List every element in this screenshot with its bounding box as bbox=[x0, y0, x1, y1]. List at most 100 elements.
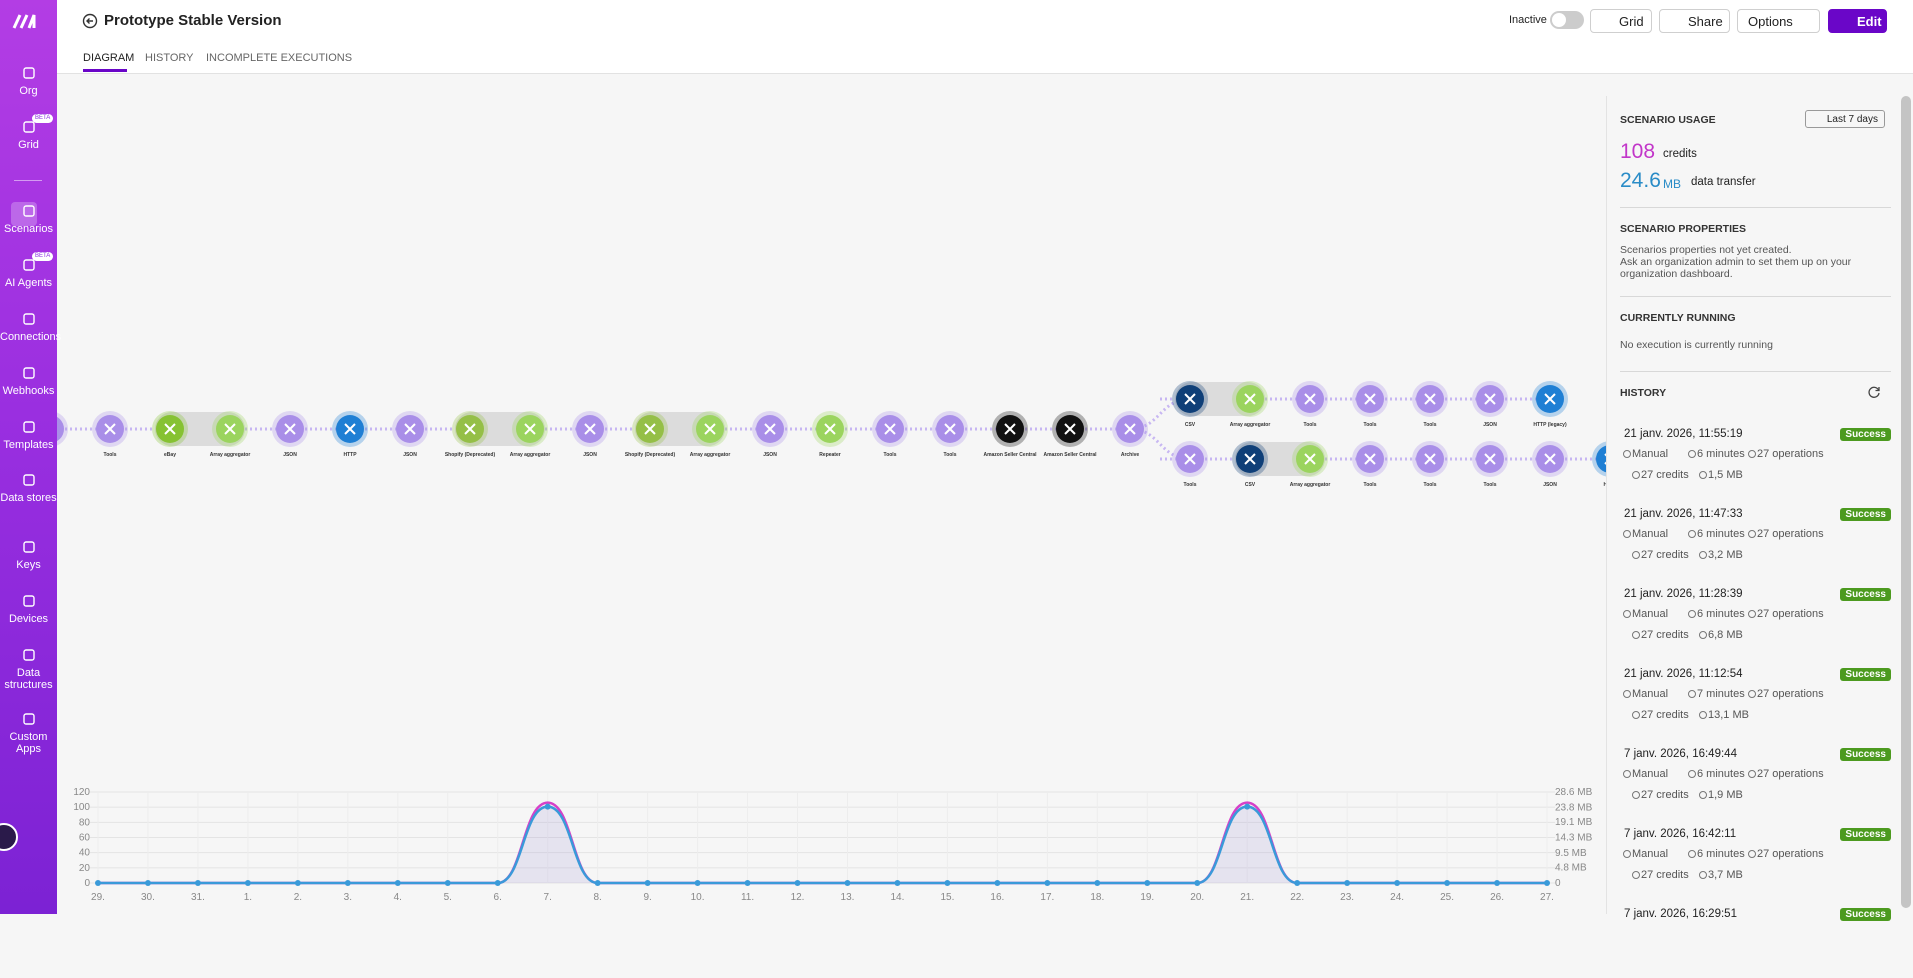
sidebar-item[interactable]: Org bbox=[0, 66, 57, 97]
module-icon bbox=[1484, 453, 1496, 465]
sidebar-item[interactable]: Keys bbox=[0, 540, 57, 571]
module-icon bbox=[1544, 453, 1556, 465]
series-dot bbox=[1044, 880, 1051, 886]
run-time: 7 janv. 2026, 16:49:44 bbox=[1624, 748, 1737, 760]
y-tick-label: 100 bbox=[73, 802, 90, 813]
y2-tick-label: 19.1 MB bbox=[1555, 817, 1593, 828]
scrollbar[interactable] bbox=[1901, 96, 1911, 908]
module-icon bbox=[224, 423, 236, 435]
icon bbox=[22, 474, 35, 486]
options-button[interactable]: Options bbox=[1737, 9, 1820, 33]
module-label: Amazon Seller Central bbox=[1043, 452, 1097, 458]
module-label: Array aggregator bbox=[690, 452, 731, 458]
sidebar-item[interactable]: Data structures bbox=[0, 648, 57, 691]
tab[interactable]: DIAGRAM bbox=[83, 52, 135, 64]
history-run[interactable]: 21 janv. 2026, 11:55:19 Success Manual 6 mi… bbox=[1623, 428, 1892, 498]
back-icon[interactable] bbox=[82, 13, 98, 29]
refresh-icon[interactable] bbox=[1867, 385, 1881, 399]
run-icon bbox=[1632, 471, 1640, 479]
series-dot bbox=[494, 880, 501, 886]
run-icon bbox=[1699, 791, 1707, 799]
run-operations: 27 operations bbox=[1757, 768, 1824, 780]
history-run[interactable]: 21 janv. 2026, 11:47:33 Success Manual 6 mi… bbox=[1623, 508, 1892, 578]
sidebar-label: AI Agents bbox=[4, 277, 53, 289]
run-icon bbox=[1623, 850, 1631, 858]
module-icon bbox=[284, 423, 296, 435]
module-icon bbox=[164, 423, 176, 435]
x-tick-label: 30. bbox=[141, 892, 155, 903]
module-label: JSON bbox=[1483, 422, 1497, 428]
avatar[interactable] bbox=[0, 823, 18, 851]
y-tick-label: 20 bbox=[79, 863, 91, 874]
credits-label: credits bbox=[1663, 148, 1697, 160]
x-tick-label: 24. bbox=[1390, 892, 1404, 903]
run-credits: 27 credits bbox=[1641, 789, 1689, 801]
run-icon bbox=[1699, 631, 1707, 639]
sidebar-label: Data stores bbox=[0, 492, 57, 504]
badge: BETA bbox=[32, 114, 54, 123]
history-run[interactable]: 7 janv. 2026, 16:42:11 Success Manual 6 min… bbox=[1623, 828, 1892, 898]
grid-button[interactable]: Grid bbox=[1590, 9, 1652, 33]
x-tick-label: 4. bbox=[394, 892, 402, 903]
run-icon bbox=[1632, 871, 1640, 879]
series-dot bbox=[344, 880, 351, 886]
sidebar-item[interactable]: Devices bbox=[0, 594, 57, 625]
series-dot bbox=[1294, 880, 1301, 886]
module-icon bbox=[764, 423, 776, 435]
history-run[interactable]: 7 janv. 2026, 16:29:51 Success bbox=[1624, 908, 1892, 978]
run-icon bbox=[1748, 610, 1756, 618]
module-icon bbox=[1244, 393, 1256, 405]
range-button[interactable]: Last 7 days bbox=[1805, 110, 1885, 128]
sidebar-item[interactable]: Connections bbox=[0, 312, 61, 343]
run-icon bbox=[1632, 551, 1640, 559]
tab[interactable]: INCOMPLETE EXECUTIONS bbox=[206, 52, 353, 64]
x-tick-label: 17. bbox=[1040, 892, 1054, 903]
sidebar-item[interactable]: Custom Apps bbox=[0, 712, 57, 755]
sidebar-item[interactable]: Webhooks bbox=[0, 366, 57, 397]
x-tick-label: 3. bbox=[344, 892, 352, 903]
x-tick-label: 19. bbox=[1140, 892, 1154, 903]
series-dot bbox=[1344, 880, 1351, 886]
module-label: eBay bbox=[164, 452, 176, 458]
run-icon bbox=[1623, 450, 1631, 458]
run-icon bbox=[1688, 450, 1696, 458]
run-transfer: 1,5 MB bbox=[1708, 469, 1743, 481]
sidebar-label: Keys bbox=[16, 559, 41, 571]
x-tick-label: 18. bbox=[1090, 892, 1104, 903]
run-time: 21 janv. 2026, 11:47:33 bbox=[1624, 508, 1743, 520]
credits-value: 108 bbox=[1620, 140, 1656, 163]
tab[interactable]: HISTORY bbox=[145, 52, 194, 64]
run-status: Success bbox=[1840, 748, 1891, 761]
x-tick-label: 26. bbox=[1490, 892, 1504, 903]
module-label: Array aggregator bbox=[1290, 482, 1331, 488]
toggle[interactable] bbox=[1550, 11, 1584, 29]
history-run[interactable]: 21 janv. 2026, 11:28:39 Success Manual 6 mi… bbox=[1623, 588, 1892, 658]
share-button[interactable]: Share bbox=[1659, 9, 1730, 33]
run-icon bbox=[1699, 871, 1707, 879]
series-dot bbox=[594, 880, 601, 886]
divider bbox=[1620, 296, 1891, 297]
x-tick-label: 25. bbox=[1440, 892, 1454, 903]
run-operations: 27 operations bbox=[1757, 448, 1824, 460]
history-run[interactable]: 7 janv. 2026, 16:49:44 Success Manual 6 min… bbox=[1623, 748, 1892, 818]
run-transfer: 3,7 MB bbox=[1708, 869, 1743, 881]
run-credits: 27 credits bbox=[1641, 549, 1689, 561]
run-time: 7 janv. 2026, 16:42:11 bbox=[1624, 828, 1737, 840]
module-label: Shopify (Deprecated) bbox=[445, 452, 496, 458]
series-dot bbox=[744, 880, 751, 886]
run-credits: 27 credits bbox=[1641, 469, 1689, 481]
edit-button[interactable]: Edit bbox=[1828, 9, 1887, 33]
module-label: Tools bbox=[884, 452, 897, 458]
run-icon bbox=[1688, 770, 1696, 778]
history-run[interactable]: 21 janv. 2026, 11:12:54 Success Manual 7 mi… bbox=[1623, 668, 1892, 738]
sidebar-item[interactable]: Data stores bbox=[0, 473, 57, 504]
sidebar-item[interactable]: Templates bbox=[0, 420, 57, 451]
sidebar-item[interactable]: Grid BETA bbox=[0, 114, 57, 151]
run-duration: 7 minutes bbox=[1697, 688, 1745, 700]
module-label: JSON bbox=[403, 452, 417, 458]
run-status: Success bbox=[1840, 588, 1891, 601]
sidebar-item[interactable]: AI Agents BETA bbox=[0, 252, 57, 289]
run-duration: 6 minutes bbox=[1697, 768, 1745, 780]
sidebar-item[interactable]: Scenarios bbox=[0, 204, 57, 235]
icon bbox=[22, 595, 35, 607]
